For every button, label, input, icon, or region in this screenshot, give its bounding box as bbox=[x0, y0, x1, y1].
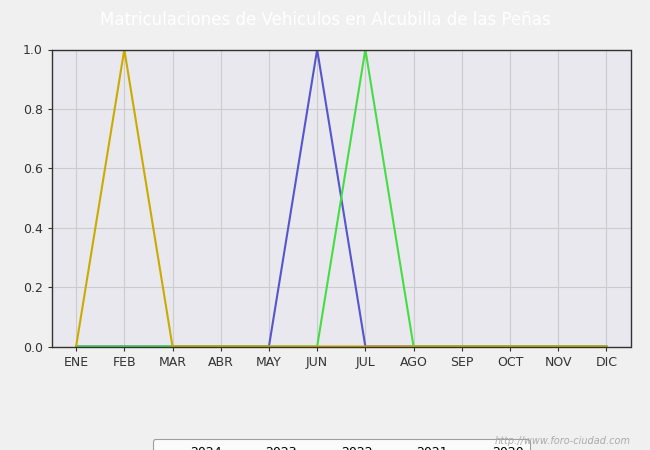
Text: Matriculaciones de Vehiculos en Alcubilla de las Peñas: Matriculaciones de Vehiculos en Alcubill… bbox=[99, 11, 551, 29]
Legend: 2024, 2023, 2022, 2021, 2020: 2024, 2023, 2022, 2021, 2020 bbox=[153, 440, 530, 450]
Text: http://www.foro-ciudad.com: http://www.foro-ciudad.com bbox=[495, 436, 630, 446]
